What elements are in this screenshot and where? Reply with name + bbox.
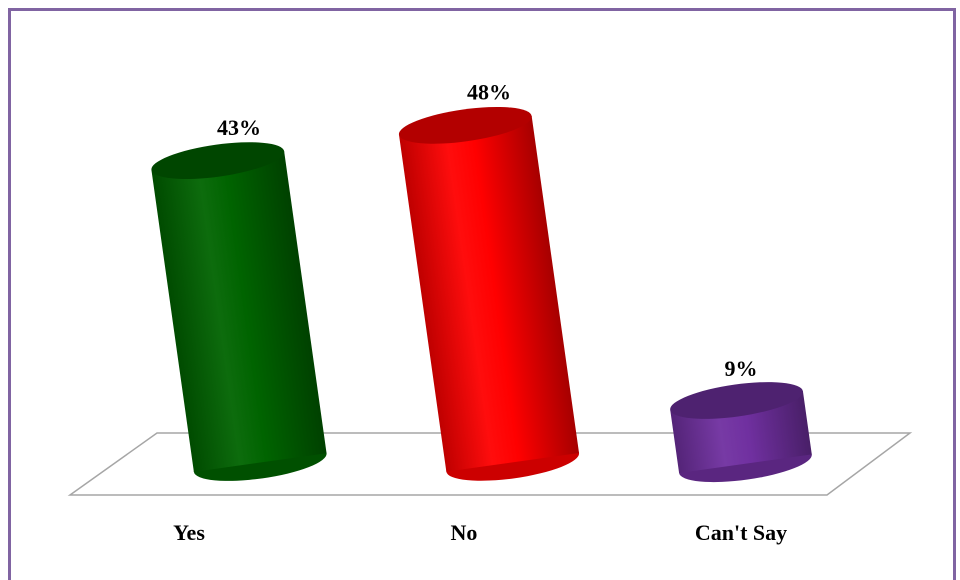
bar-no-top [398, 106, 532, 144]
bar-yes [151, 142, 327, 481]
bar-no-body [398, 116, 580, 472]
category-label-no: No [451, 520, 478, 545]
bar-yes-body [151, 151, 327, 472]
value-label-yes: 43% [217, 115, 261, 140]
bar-yes-top [151, 142, 285, 179]
labels: 43% Yes 48% No 9% Can't Say [173, 80, 787, 545]
bar-can-t-say-top [670, 382, 803, 419]
value-label-can-t-say: 9% [725, 356, 758, 381]
bar-can-t-say [670, 382, 812, 483]
value-label-no: 48% [467, 80, 511, 105]
category-label-can-t-say: Can't Say [695, 520, 787, 545]
bars [151, 106, 812, 483]
bar-no [398, 106, 580, 481]
category-label-yes: Yes [173, 520, 205, 545]
